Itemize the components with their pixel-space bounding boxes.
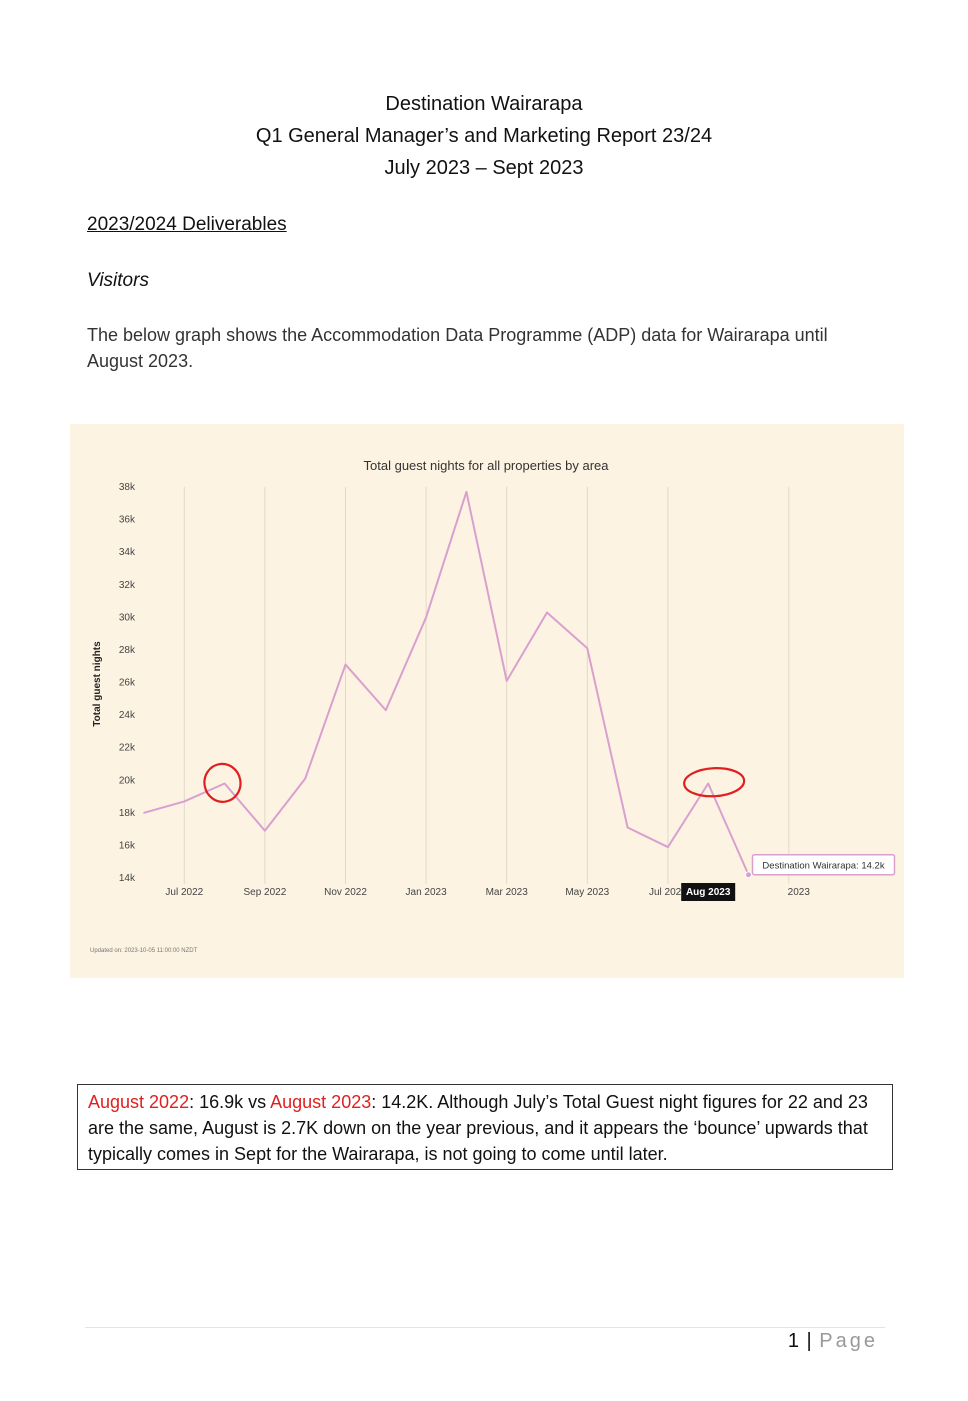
data-point xyxy=(264,829,266,832)
page-label: Page xyxy=(819,1330,878,1352)
section-heading: 2023/2024 Deliverables xyxy=(87,214,287,235)
x-tick-label: Sep 2022 xyxy=(243,887,286,898)
callout-text-1: : 16.9k vs xyxy=(189,1092,271,1112)
page-separator: | xyxy=(799,1330,820,1352)
data-point xyxy=(223,782,226,785)
chart-panel: Total guest nights for all properties by… xyxy=(70,424,904,978)
chart-title: Total guest nights for all properties by… xyxy=(364,458,610,473)
page-number: 1 xyxy=(787,1330,800,1352)
y-tick-label: 30k xyxy=(119,612,136,623)
page-number-footer: 1 | Page xyxy=(788,1330,878,1353)
y-tick-label: 34k xyxy=(119,547,136,558)
subsection-heading: Visitors xyxy=(87,270,149,291)
data-point xyxy=(707,782,709,785)
report-period: July 2023 – Sept 2023 xyxy=(384,157,584,179)
callout-label-aug-2023: August 2023 xyxy=(270,1092,372,1112)
data-point xyxy=(546,611,548,614)
x-tick-label: Mar 2023 xyxy=(486,887,529,898)
report-subtitle: Q1 General Manager’s and Marketing Repor… xyxy=(255,125,713,147)
analysis-callout-box: August 2022: 16.9k vs August 2023: 14.2K… xyxy=(77,1084,893,1170)
y-tick-label: 22k xyxy=(119,743,136,754)
data-point xyxy=(344,663,347,666)
series-line-destination-wairarapa xyxy=(143,490,750,876)
report-title: Destination Wairarapa xyxy=(385,93,583,115)
report-title-block: Destination Wairarapa Q1 General Manager… xyxy=(0,88,968,184)
annotation-circle-jul-2023 xyxy=(683,767,746,798)
data-point xyxy=(465,491,468,493)
y-tick-label: 18k xyxy=(119,808,136,819)
x-tick-label: Jul 2023 xyxy=(649,887,687,898)
x-tick-label: May 2023 xyxy=(565,887,609,898)
annotation-circle-aug-2022 xyxy=(203,762,242,803)
data-point xyxy=(586,647,589,650)
data-point xyxy=(143,812,145,814)
x-tick-label: Nov 2022 xyxy=(324,887,367,898)
data-point xyxy=(505,680,508,682)
data-point xyxy=(626,826,629,829)
data-point xyxy=(304,777,306,780)
callout-text-2: : 14.2K. Although July’s Total Guest nig… xyxy=(88,1092,868,1164)
highlighted-tick-background xyxy=(681,883,736,901)
y-tick-label: 14k xyxy=(119,873,136,884)
tooltip-box xyxy=(751,853,896,876)
y-tick-label: 38k xyxy=(119,482,136,493)
intro-paragraph: The below graph shows the Accommodation … xyxy=(87,325,828,371)
callout-label-aug-2022: August 2022 xyxy=(88,1092,190,1112)
x-tick-label: Jan 2023 xyxy=(406,887,448,898)
y-tick-label: 20k xyxy=(119,775,136,786)
data-point xyxy=(385,709,387,711)
x-tick-label: Jul 2022 xyxy=(165,887,203,898)
tooltip-text: Destination Wairarapa: 14.2k xyxy=(762,861,884,872)
y-tick-label: 36k xyxy=(119,515,136,526)
tooltip-point-marker xyxy=(745,871,752,879)
data-point xyxy=(667,846,669,848)
y-tick-label: 28k xyxy=(119,645,136,656)
y-tick-label: 24k xyxy=(119,710,136,721)
x-tick-label-highlighted: Aug 2023 xyxy=(686,887,731,898)
guest-nights-chart: Total guest nights for all properties by… xyxy=(92,458,896,901)
y-tick-label: 32k xyxy=(119,580,136,591)
data-point xyxy=(183,800,186,803)
y-tick-label: 16k xyxy=(119,840,136,851)
y-tick-label: 26k xyxy=(119,678,136,689)
chart-y-axis-label: Total guest nights xyxy=(92,641,103,727)
chart-updated-note: Updated on: 2023-10-05 11:00:00 NZDT xyxy=(90,948,198,954)
data-point xyxy=(425,616,427,619)
footer-divider xyxy=(85,1327,885,1328)
x-tick-label-partial: 2023 xyxy=(788,887,811,898)
